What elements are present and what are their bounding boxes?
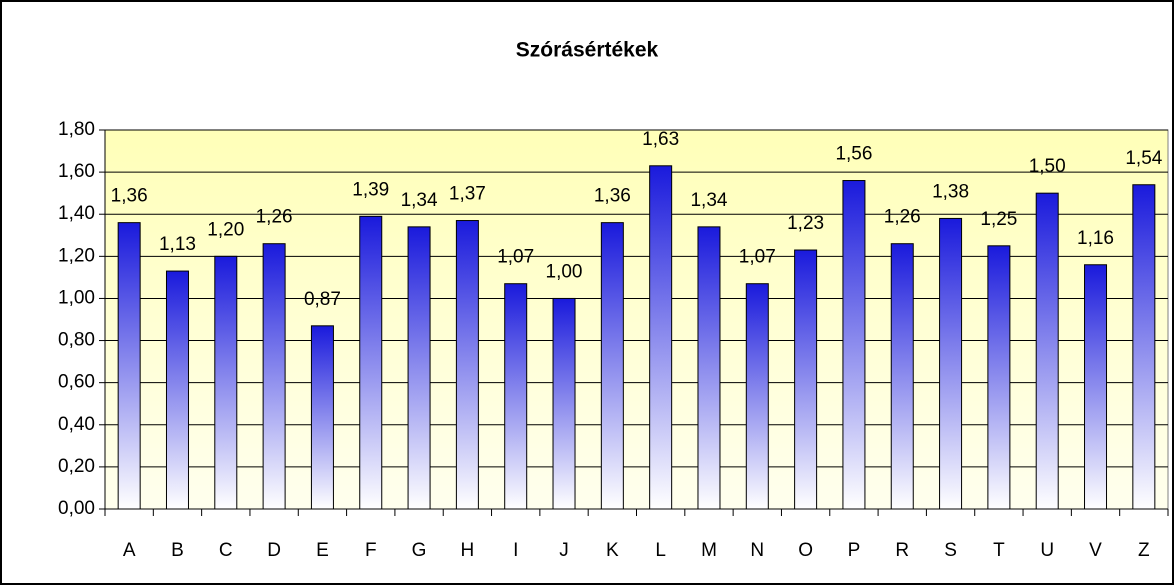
data-label: 1,34 <box>401 190 438 211</box>
bar <box>359 215 383 510</box>
data-label: 1,50 <box>1029 156 1066 177</box>
x-tick-label: N <box>750 540 764 561</box>
chart-title: Szórásértékek <box>516 39 659 62</box>
x-tick-label: B <box>171 540 184 561</box>
x-tick-label: A <box>123 540 136 561</box>
bar <box>842 180 866 510</box>
y-tick-label: 0,20 <box>58 456 95 477</box>
data-label: 1,16 <box>1077 228 1114 249</box>
data-label: 1,36 <box>594 186 631 207</box>
data-label: 1,34 <box>690 190 727 211</box>
data-label: 1,54 <box>1125 148 1162 169</box>
bar <box>1035 192 1059 510</box>
data-label: 1,26 <box>256 207 293 228</box>
data-label: 1,56 <box>835 144 872 165</box>
bar <box>552 297 576 510</box>
data-label: 0,87 <box>304 289 341 310</box>
data-label: 1,26 <box>884 207 921 228</box>
data-label: 1,00 <box>546 261 583 282</box>
y-tick-label: 0,80 <box>58 330 95 351</box>
x-tick-label: T <box>993 540 1005 561</box>
data-label: 1,37 <box>449 184 486 205</box>
bar <box>165 270 189 510</box>
y-tick-label: 1,80 <box>58 119 95 140</box>
bar <box>794 249 818 510</box>
y-tick-label: 1,60 <box>58 161 95 182</box>
data-label: 1,38 <box>932 181 969 202</box>
data-label: 1,13 <box>159 234 196 255</box>
y-tick-label: 0,60 <box>58 372 95 393</box>
bar <box>745 283 769 510</box>
bar <box>504 283 528 510</box>
x-tick-label: Z <box>1138 540 1150 561</box>
data-label: 1,07 <box>497 247 534 268</box>
y-tick-label: 1,20 <box>58 245 95 266</box>
x-tick-label: H <box>461 540 475 561</box>
x-tick-label: P <box>848 540 861 561</box>
data-label: 1,20 <box>207 219 244 240</box>
x-tick-label: O <box>798 540 813 561</box>
bar <box>600 222 624 510</box>
data-label: 1,07 <box>739 247 776 268</box>
bar <box>214 255 238 510</box>
x-tick-label: C <box>219 540 233 561</box>
x-tick-label: K <box>606 540 619 561</box>
bar <box>890 243 914 510</box>
bar <box>1132 184 1156 510</box>
y-tick-label: 0,40 <box>58 414 95 435</box>
x-tick-label: D <box>267 540 281 561</box>
x-tick-label: S <box>944 540 957 561</box>
x-tick-label: F <box>365 540 377 561</box>
data-label: 1,39 <box>352 179 389 200</box>
bar <box>117 222 141 510</box>
x-tick-label: R <box>895 540 909 561</box>
x-tick-label: M <box>701 540 717 561</box>
bar <box>987 245 1011 510</box>
x-tick-label: L <box>655 540 666 561</box>
bar <box>697 226 721 510</box>
bar <box>649 165 673 510</box>
data-label: 1,63 <box>642 129 679 150</box>
x-tick-label: V <box>1089 540 1102 561</box>
data-label: 1,25 <box>980 209 1017 230</box>
x-tick-label: G <box>412 540 427 561</box>
y-tick-label: 1,40 <box>58 203 95 224</box>
y-tick-label: 1,00 <box>58 287 95 308</box>
data-label: 1,36 <box>111 186 148 207</box>
x-tick-label: U <box>1040 540 1054 561</box>
bar <box>455 220 479 510</box>
x-tick-label: J <box>559 540 569 561</box>
bar <box>939 217 963 510</box>
bar <box>407 226 431 510</box>
x-tick-label: I <box>513 540 518 561</box>
bar <box>262 243 286 510</box>
y-tick-label: 0,00 <box>58 498 95 519</box>
bar <box>310 325 334 510</box>
x-tick-label: E <box>316 540 329 561</box>
data-label: 1,23 <box>787 213 824 234</box>
bar <box>1084 264 1108 510</box>
